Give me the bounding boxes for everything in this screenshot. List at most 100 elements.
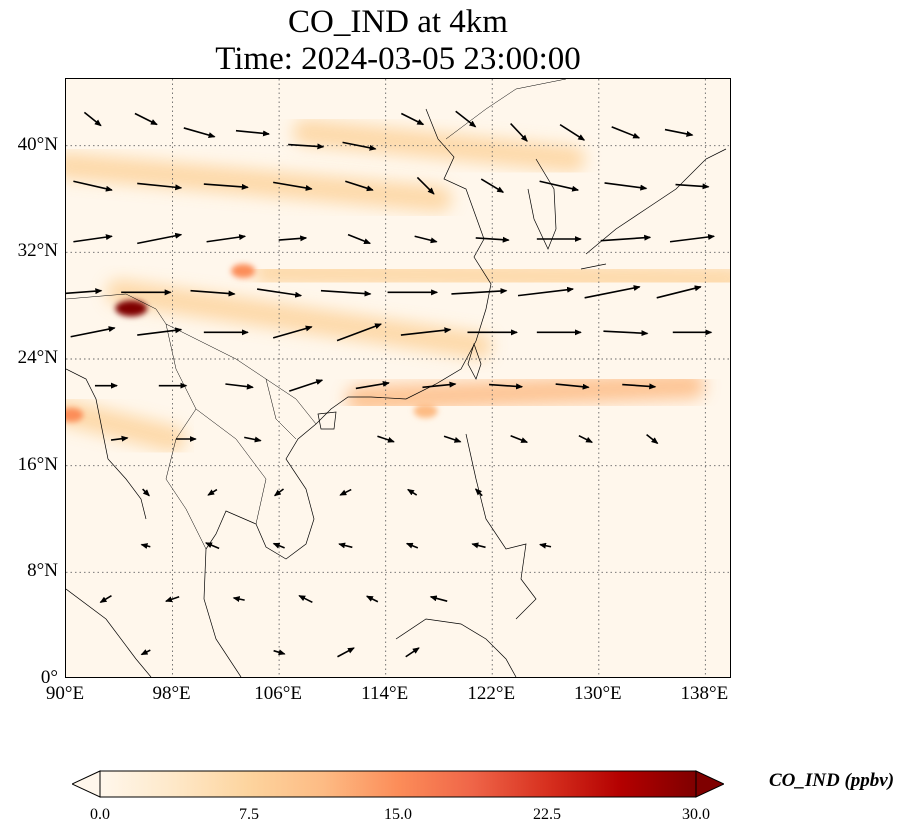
wind-arrow	[134, 112, 158, 126]
wind-arrow	[510, 434, 529, 444]
colorbar-label: CO_IND (ppbv)	[769, 770, 895, 791]
x-tick-label: 122°E	[467, 683, 516, 704]
colorbar-tick-label: 7.5	[239, 806, 259, 823]
wind-arrow	[336, 323, 382, 342]
wind-arrow	[137, 232, 183, 245]
coastline-hainan	[317, 411, 337, 430]
wind-arrow	[656, 285, 702, 299]
wind-arrow	[165, 596, 180, 603]
wind-arrow	[414, 235, 438, 244]
wind-arrow	[474, 488, 483, 497]
y-tick-label: 40°N	[17, 133, 58, 155]
wind-arrow	[669, 234, 716, 243]
plume-band	[106, 279, 492, 359]
wind-arrow	[475, 236, 510, 243]
plume-band	[66, 152, 452, 212]
coastlines	[66, 108, 727, 677]
wind-arrow	[257, 288, 303, 298]
wind-arrow	[204, 542, 220, 550]
x-tick-label: 90°E	[45, 683, 85, 704]
wind-arrow	[140, 649, 151, 656]
wind-arrow	[140, 543, 151, 549]
hotspot	[413, 404, 438, 418]
hotspot	[66, 408, 84, 422]
wind-arrow	[400, 327, 452, 336]
wind-arrow	[510, 122, 528, 142]
wind-arrow	[235, 129, 270, 137]
wind-arrow	[339, 488, 352, 496]
wind-arrow	[272, 325, 313, 339]
wind-arrow	[480, 178, 505, 193]
colorbar-max-extend	[695, 770, 724, 798]
wind-arrow	[539, 542, 552, 549]
wind-arrow	[278, 235, 308, 242]
wind-arrow	[99, 595, 112, 603]
wind-arrow	[451, 288, 508, 295]
wind-arrow	[471, 542, 486, 549]
wind-arrow	[489, 383, 524, 390]
wind-arrow	[405, 647, 420, 658]
wind-arrow	[338, 542, 353, 549]
colorbar-tick-label: 22.5	[533, 806, 561, 823]
wind-arrow	[664, 128, 694, 137]
wind-arrow	[273, 488, 285, 497]
wind-arrow	[342, 141, 377, 151]
hotspot-layer	[66, 264, 438, 422]
wind-arrow	[646, 433, 659, 445]
wind-arrow	[203, 183, 249, 190]
wind-arrow	[298, 594, 313, 604]
y-tick-label: 16°N	[17, 453, 58, 475]
map-title: CO_IND at 4km	[288, 4, 508, 40]
coastline-borneo	[395, 618, 517, 677]
wind-arrow	[365, 595, 379, 603]
wind-arrow	[337, 647, 355, 658]
hotspot	[231, 264, 256, 278]
coastline-philippines	[465, 433, 537, 620]
y-tick-label: 8°N	[27, 560, 58, 582]
wind-arrow	[190, 289, 236, 297]
colorbar-tick-label: 30.0	[682, 806, 710, 823]
wind-arrow	[600, 234, 652, 242]
wind-arrow	[83, 111, 102, 127]
colorbar-min-extend	[72, 770, 101, 798]
colorbar-tick-label: 0.0	[90, 806, 110, 823]
wind-arrow	[675, 183, 710, 190]
y-tick-label: 24°N	[17, 347, 58, 368]
colorbar-gradient	[99, 770, 697, 798]
wind-arrow	[225, 383, 254, 390]
coastline-indochina	[203, 423, 317, 677]
hotspot	[115, 300, 148, 317]
wind-arrow	[604, 182, 648, 191]
coastline-japan	[580, 148, 727, 270]
wind-arrow	[320, 289, 372, 297]
wind-arrow	[73, 180, 113, 192]
colorbar-tick-label: 15.0	[384, 806, 412, 823]
wind-arrow	[66, 288, 103, 295]
wind-arrow	[555, 383, 590, 390]
wind-arrow	[347, 233, 371, 245]
x-tick-label: 130°E	[573, 683, 622, 704]
wind-arrow	[407, 488, 418, 496]
coastline-taiwan	[467, 342, 482, 380]
wind-arrow	[345, 180, 374, 192]
wind-arrow	[272, 542, 285, 549]
map-subtitle-time: Time: 2024-03-05 23:00:00	[215, 41, 581, 77]
gridlines	[66, 79, 730, 677]
x-tick-label: 106°E	[254, 683, 302, 704]
wind-arrow	[559, 123, 586, 141]
wind-arrow	[443, 435, 462, 443]
wind-arrow	[429, 595, 448, 602]
wind-arrow	[232, 596, 245, 603]
plume-band	[346, 372, 706, 412]
wind-arrow	[539, 180, 580, 192]
y-tick-label: 0°	[40, 667, 58, 688]
wind-arrow	[622, 383, 657, 390]
wind-arrow	[584, 285, 641, 299]
coastline-sumatra	[66, 588, 152, 677]
wind-arrow	[207, 488, 218, 496]
map-panel	[65, 78, 731, 678]
wind-arrow	[416, 176, 435, 195]
colorbar	[72, 770, 724, 798]
wind-arrow	[142, 488, 150, 497]
wind-arrow	[137, 182, 183, 191]
